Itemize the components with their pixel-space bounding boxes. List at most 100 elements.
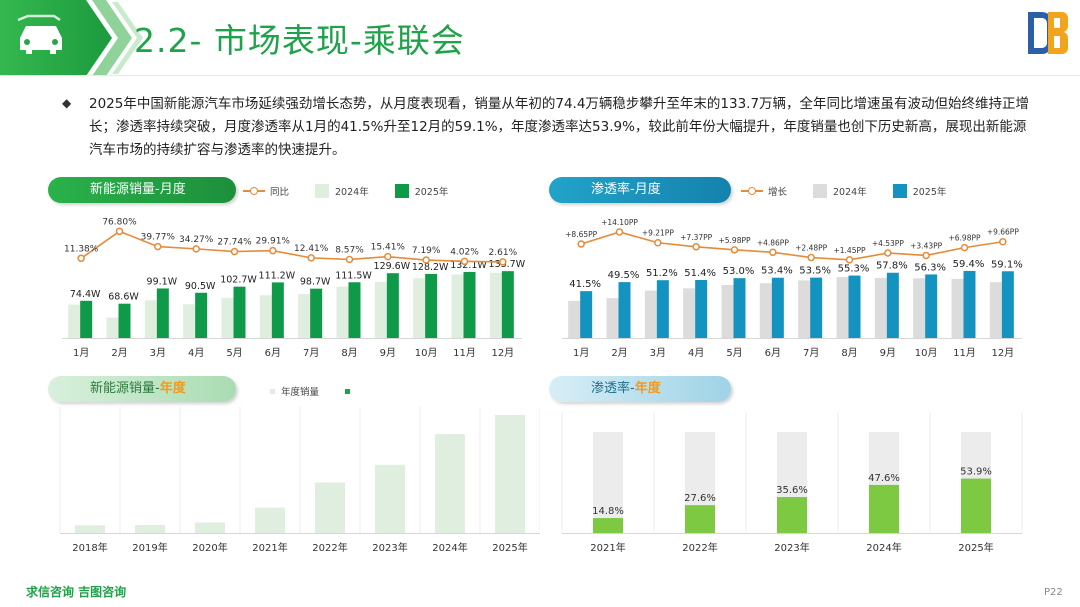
page-title: 2.2- 市场表现-乘联会: [134, 21, 465, 60]
line-value-label: +9.66PP: [987, 228, 1020, 237]
bar-annual-penetration: [685, 505, 715, 533]
line-value-label: +4.86PP: [757, 238, 790, 247]
bar-value-label: 53.0%: [723, 266, 755, 277]
x-tick-label: 2022年: [312, 541, 347, 554]
bar-value-label: 55.3%: [838, 264, 870, 275]
footer-brand: 求信咨询 吉图咨询: [26, 585, 127, 599]
line-series: [580, 231, 1003, 261]
legend-item-2024: 2024年: [813, 184, 867, 198]
bullet-icon: ◆: [62, 96, 72, 110]
line-point: [460, 257, 469, 266]
bar-value-label: 129.6W: [374, 261, 411, 272]
line-point: [345, 255, 354, 264]
bar-2025: [848, 275, 861, 338]
chart-annual-penetration: 14.8% 2021年 27.6% 2022年 35.6% 2023年 47.6% 2024年…: [561, 411, 1023, 554]
bar-value-label: 74.4W: [70, 289, 101, 300]
line-point: [115, 227, 124, 236]
line-series: [80, 230, 503, 263]
bar-2025: [271, 282, 284, 338]
bar-2024: [951, 278, 964, 338]
bar-annual-sales: [495, 415, 525, 533]
bar-annual-sales: [315, 482, 345, 533]
line-point: [769, 248, 777, 257]
x-tick-label: 6月: [265, 347, 281, 359]
swatch-2024: [315, 184, 330, 198]
x-tick-label: 2月: [611, 347, 627, 359]
x-tick-label: 2023年: [774, 541, 809, 554]
x-tick-label: 1月: [73, 347, 89, 359]
chart-monthly-penetration: 41.5% 1月 49.5% 2月 51.2% 3月 51.4% 4月 53.0% 5月 53.4%…: [562, 218, 1023, 359]
bar-2024: [374, 281, 387, 338]
bar-2024: [606, 298, 619, 338]
bar-value-label: 111.2W: [259, 270, 296, 281]
bar-value-label: 56.3%: [914, 262, 946, 273]
x-tick-label: 5月: [726, 347, 742, 359]
line-value-label: +9.21PP: [642, 229, 675, 238]
bar-2025: [501, 271, 514, 338]
bar-annual-penetration: [961, 478, 991, 533]
bar-background: [593, 432, 623, 533]
bar-2025: [733, 278, 746, 338]
x-tick-label: 2018年: [72, 541, 107, 554]
bar-2025: [580, 291, 593, 338]
bar-2025: [80, 300, 93, 338]
line-point: [845, 256, 854, 264]
bar-2024: [489, 272, 502, 338]
line-point: [269, 246, 277, 255]
chart-monthly-sales: 74.4W 1月 68.6W 2月 99.1W 3月 90.5W 4月 102.7W 5月 111.…: [62, 217, 526, 359]
bar-value-label: 57.8%: [876, 261, 908, 272]
bar-2024: [874, 277, 887, 338]
line-value-label: 29.91%: [256, 237, 291, 247]
line-point: [230, 247, 239, 256]
bar-value-label: 68.6W: [108, 292, 139, 303]
x-tick-label: 2024年: [866, 541, 901, 554]
line-value-label: +6.98PP: [948, 234, 981, 243]
x-tick-label: 10月: [915, 347, 938, 359]
bar-value-label: 98.7W: [300, 277, 331, 288]
bar-2024: [989, 282, 1002, 338]
bar-2024: [721, 284, 734, 338]
x-tick-label: 4月: [188, 347, 204, 359]
panel-title-annual-penetration: 渗透率-年度: [549, 376, 731, 402]
bar-value-label: 99.1W: [147, 276, 178, 287]
line-point: [654, 238, 662, 247]
bar-value-label: 14.8%: [592, 506, 624, 517]
line-value-label: 12.41%: [294, 244, 329, 254]
line-point: [77, 254, 85, 263]
line-value-label: +3.43PP: [910, 241, 943, 250]
line-value-label: +4.53PP: [872, 239, 905, 248]
x-tick-label: 5月: [226, 347, 242, 359]
swatch-light: [270, 388, 275, 394]
line-value-label: 34.27%: [179, 235, 214, 245]
line-point: [384, 252, 392, 261]
bar-annual-sales: [135, 525, 165, 533]
panel-title-monthly-sales: 新能源销量-月度: [48, 177, 236, 203]
legend-item-yoy: 同比: [243, 184, 289, 198]
bar-value-label: 133.7W: [489, 259, 526, 270]
bar-2025: [886, 272, 899, 338]
bar-2025: [925, 274, 938, 338]
x-tick-label: 2023年: [372, 541, 407, 554]
bar-annual-penetration: [593, 518, 623, 533]
bar-2025: [195, 292, 208, 338]
line-point: [192, 245, 200, 253]
bar-value-label: 102.7W: [220, 275, 257, 286]
bar-2024: [298, 294, 311, 338]
bar-2025: [1001, 271, 1014, 338]
line-point: [730, 246, 739, 254]
bar-2025: [233, 286, 246, 338]
x-tick-label: 2025年: [958, 541, 993, 554]
x-tick-label: 9月: [880, 347, 896, 359]
x-tick-label: 2021年: [590, 541, 625, 554]
legend-item-annual-sales-2: [345, 388, 356, 394]
bar-value-label: 111.5W: [335, 270, 372, 281]
bar-value-label: 128.2W: [412, 262, 449, 273]
swatch-green: [345, 388, 351, 394]
bar-annual-sales: [375, 464, 405, 533]
line-value-label: +7.37PP: [680, 233, 713, 242]
x-tick-label: 4月: [688, 347, 704, 359]
bar-2024: [336, 286, 349, 338]
x-tick-label: 1月: [573, 347, 589, 359]
swatch-2024: [813, 184, 828, 198]
legend-item-2025: 2025年: [394, 184, 448, 198]
